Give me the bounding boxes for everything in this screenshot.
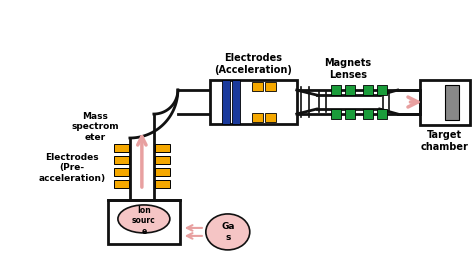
Bar <box>210 80 297 124</box>
Bar <box>155 168 170 176</box>
Bar <box>222 80 230 124</box>
Bar <box>155 144 170 152</box>
Text: Electrodes
(Pre-
acceleration): Electrodes (Pre- acceleration) <box>38 153 106 183</box>
Bar <box>114 156 129 164</box>
Bar <box>345 109 355 119</box>
Bar <box>363 109 373 119</box>
Bar <box>265 82 276 91</box>
Bar <box>265 113 276 122</box>
Text: Target
chamber: Target chamber <box>420 130 468 152</box>
Bar <box>232 80 240 124</box>
Bar <box>377 109 387 119</box>
Ellipse shape <box>118 205 170 233</box>
Text: Ion
sourc
e: Ion sourc e <box>132 206 156 236</box>
Text: Electrodes
(Acceleration): Electrodes (Acceleration) <box>214 54 292 75</box>
Bar <box>252 82 263 91</box>
Bar <box>252 113 263 122</box>
Bar <box>345 85 355 95</box>
Bar <box>377 85 387 95</box>
Bar <box>331 109 341 119</box>
Text: Mass
spectrom
eter: Mass spectrom eter <box>71 112 118 142</box>
Bar <box>331 85 341 95</box>
Bar <box>419 80 470 125</box>
Bar <box>114 180 129 188</box>
Bar <box>445 85 458 120</box>
Ellipse shape <box>206 214 250 250</box>
Text: Ga
s: Ga s <box>221 222 235 242</box>
Bar <box>155 180 170 188</box>
Bar <box>155 156 170 164</box>
Text: Magnets
Lenses: Magnets Lenses <box>324 58 371 80</box>
Bar <box>114 144 129 152</box>
Bar <box>363 85 373 95</box>
Bar <box>108 200 180 244</box>
Bar <box>114 168 129 176</box>
